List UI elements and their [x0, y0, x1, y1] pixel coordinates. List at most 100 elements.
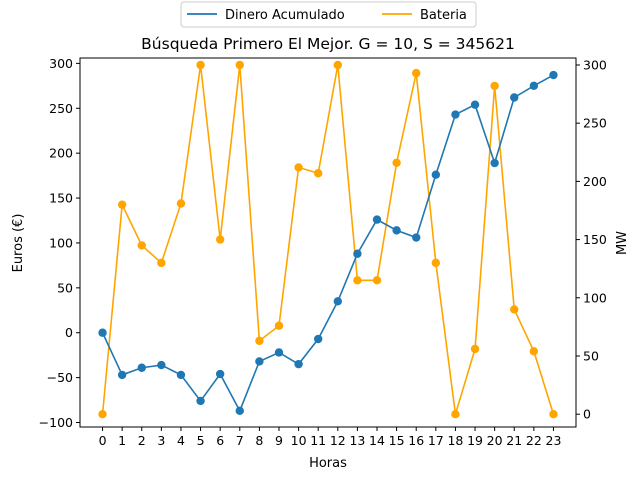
data-point-bateria [510, 305, 519, 314]
y-right-tick-label: 200 [583, 174, 607, 189]
data-point-dinero [470, 100, 480, 109]
x-tick-label: 17 [428, 433, 444, 448]
y-right-tick-label: 300 [583, 57, 607, 72]
data-point-dinero [353, 249, 362, 258]
x-tick-label: 5 [197, 433, 205, 448]
x-tick-label: 3 [157, 433, 165, 448]
x-tick-label: 15 [389, 433, 405, 448]
x-tick-label: 23 [546, 433, 562, 448]
x-tick-label: 2 [138, 433, 146, 448]
x-tick-label: 14 [369, 433, 385, 448]
series-line-dinero [101, 74, 554, 413]
data-point-bateria [490, 81, 499, 91]
y-right-tick-label: 100 [583, 290, 607, 305]
x-tick-label: 18 [447, 433, 463, 448]
y-right-axis-label: MW [615, 231, 630, 255]
data-point-bateria [215, 235, 225, 244]
y-left-tick-label: 200 [49, 146, 73, 161]
data-point-bateria [372, 276, 382, 285]
y-right-axis-ticks: 0 50 100 150 200 250 300 [576, 57, 607, 422]
y-right-tick-label: 150 [583, 232, 607, 247]
x-axis-label: Horas [309, 456, 347, 471]
data-point-bateria [353, 276, 362, 285]
data-point-dinero [274, 348, 284, 357]
legend-label-bateria: Bateria [420, 8, 467, 23]
data-point-dinero [510, 93, 519, 102]
chart-title: Búsqueda Primero El Mejor. G = 10, S = 3… [141, 35, 515, 53]
data-point-bateria [274, 321, 284, 330]
y-left-tick-label: 50 [57, 280, 73, 295]
y-right-tick-label: 0 [583, 407, 591, 422]
y-left-tick-label: 150 [49, 191, 73, 206]
data-point-dinero [549, 70, 558, 80]
data-point-dinero [137, 363, 146, 372]
x-tick-label: 6 [216, 433, 224, 448]
legend-frame [180, 1, 477, 28]
data-point-bateria [549, 409, 558, 419]
y-left-tick-label: −100 [39, 415, 73, 430]
y-left-tick-label: 300 [49, 56, 73, 71]
data-point-bateria [392, 158, 401, 167]
y-left-axis-ticks: −100 −50 0 50 100 150 200 250 300 [39, 56, 80, 430]
data-point-bateria [137, 241, 146, 250]
data-point-bateria [529, 347, 539, 356]
data-point-dinero [333, 297, 343, 306]
x-tick-label: 0 [99, 433, 107, 448]
x-tick-label: 13 [349, 433, 365, 448]
x-tick-label: 21 [506, 433, 522, 448]
data-point-bateria [255, 336, 264, 346]
data-point-dinero [157, 360, 166, 370]
data-point-dinero [372, 215, 382, 224]
data-point-dinero [294, 359, 303, 369]
x-tick-label: 8 [255, 433, 263, 448]
legend: Dinero Acumulado Bateria [180, 1, 477, 28]
data-point-dinero [215, 369, 225, 379]
y-left-tick-label: 250 [49, 101, 73, 116]
data-point-dinero [529, 81, 539, 91]
y-left-tick-label: −50 [47, 370, 73, 385]
data-point-bateria [431, 258, 441, 268]
data-point-dinero [451, 110, 460, 119]
data-point-dinero [412, 233, 421, 242]
data-point-dinero [235, 406, 244, 416]
data-point-dinero [117, 370, 127, 380]
x-tick-label: 22 [526, 433, 542, 448]
data-point-dinero [196, 396, 205, 406]
x-tick-label: 1 [118, 433, 126, 448]
plot-area-border [79, 57, 577, 428]
data-point-dinero [255, 357, 264, 366]
data-point-bateria [333, 60, 343, 70]
plot-frame [79, 57, 577, 428]
data-point-dinero [392, 226, 401, 235]
data-point-dinero [490, 158, 499, 168]
data-point-bateria [157, 258, 166, 268]
x-tick-label: 10 [291, 433, 307, 448]
data-point-bateria [117, 200, 127, 209]
data-point-bateria [294, 163, 303, 172]
data-point-bateria [98, 409, 107, 419]
data-point-bateria [313, 169, 323, 178]
x-axis-ticks: 0 1 2 3 4 5 6 7 8 9 10 11 12 13 14 15 16 17 18 19 20 21 22 23 [99, 427, 562, 448]
x-tick-label: 11 [310, 433, 326, 448]
x-tick-label: 9 [275, 433, 283, 448]
series-line-bateria [101, 64, 555, 415]
x-tick-label: 16 [408, 433, 424, 448]
data-point-dinero [313, 334, 323, 344]
legend-label-dinero: Dinero Acumulado [225, 8, 345, 23]
x-tick-label: 19 [467, 433, 483, 448]
data-point-bateria [451, 409, 460, 419]
y-left-axis-label: Euros (€) [11, 214, 26, 273]
y-right-tick-label: 250 [583, 116, 607, 131]
data-point-bateria [235, 60, 244, 70]
x-tick-label: 7 [236, 433, 244, 448]
data-point-bateria [196, 60, 205, 70]
x-tick-label: 4 [177, 433, 185, 448]
data-point-bateria [176, 199, 186, 208]
x-tick-label: 12 [330, 433, 346, 448]
y-right-tick-label: 50 [583, 348, 599, 363]
y-left-tick-label: 0 [65, 325, 73, 340]
data-point-bateria [470, 344, 480, 354]
data-point-dinero [431, 170, 441, 179]
series-layer [98, 60, 558, 419]
